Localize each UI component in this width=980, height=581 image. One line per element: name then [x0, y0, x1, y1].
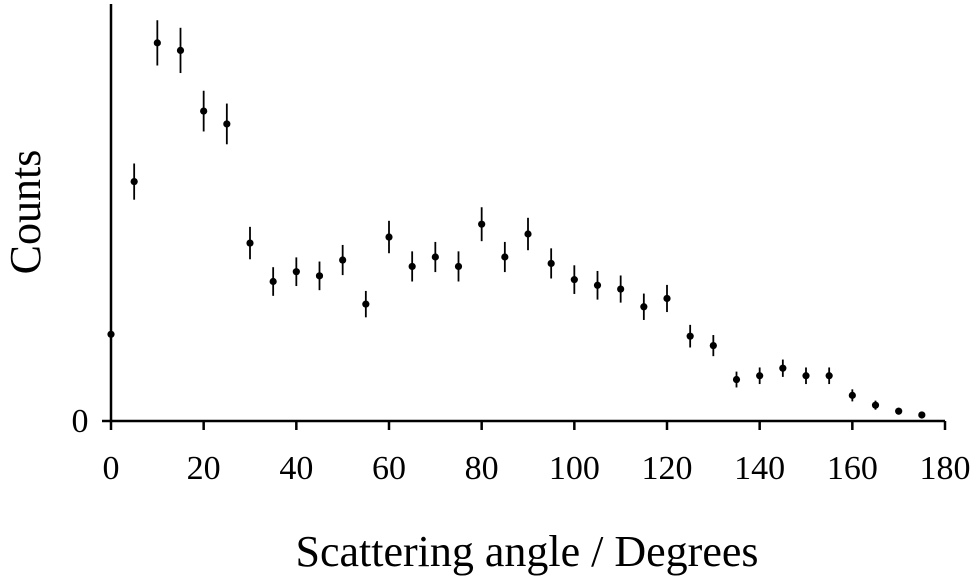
- x-axis-title: Scattering angle / Degrees: [295, 527, 758, 576]
- data-point: [107, 330, 115, 338]
- point-marker: [756, 372, 764, 380]
- data-point: [756, 367, 764, 385]
- y-axis-title: Counts: [1, 150, 50, 275]
- x-tick-label: 100: [549, 450, 600, 487]
- x-tick-label: 0: [103, 450, 120, 487]
- y-tick-label: 0: [72, 403, 89, 440]
- data-point: [848, 389, 856, 402]
- x-tick-label: 20: [187, 450, 221, 487]
- x-ticks: 0 20 40 60 80 100 120 140 160 180: [103, 421, 971, 487]
- point-marker: [107, 330, 115, 338]
- point-marker: [848, 391, 856, 399]
- data-point: [617, 275, 625, 303]
- x-tick-label: 180: [920, 450, 971, 487]
- point-marker: [223, 120, 231, 128]
- data-point: [385, 220, 393, 254]
- point-marker: [593, 281, 602, 289]
- point-marker: [547, 259, 555, 268]
- point-marker: [802, 372, 810, 380]
- point-marker: [431, 253, 439, 261]
- data-points: [107, 20, 926, 419]
- point-marker: [362, 300, 370, 308]
- data-point: [200, 90, 208, 132]
- data-point: [339, 244, 347, 276]
- y-ticks: 0: [72, 403, 111, 440]
- data-point: [547, 248, 555, 279]
- point-marker: [339, 256, 347, 264]
- point-marker: [779, 364, 787, 372]
- point-marker: [478, 220, 486, 228]
- point-marker: [686, 332, 694, 340]
- point-marker: [732, 375, 741, 384]
- data-point: [269, 267, 277, 296]
- data-point: [825, 367, 833, 385]
- point-marker: [524, 230, 532, 238]
- point-marker: [315, 272, 324, 280]
- data-point: [454, 251, 463, 282]
- x-tick-label: 40: [279, 450, 313, 487]
- data-point: [732, 371, 741, 388]
- point-marker: [895, 407, 903, 415]
- data-point: [918, 411, 926, 419]
- data-point: [802, 367, 810, 385]
- point-marker: [385, 233, 393, 241]
- point-marker: [709, 342, 717, 350]
- point-marker: [501, 253, 509, 261]
- data-point: [478, 207, 486, 242]
- point-marker: [663, 294, 671, 303]
- data-point: [130, 163, 138, 200]
- axes: [109, 4, 945, 423]
- data-point: [570, 265, 578, 294]
- x-tick-label: 120: [642, 450, 693, 487]
- point-marker: [570, 276, 578, 284]
- data-point: [292, 257, 300, 287]
- data-point: [524, 217, 532, 251]
- point-marker: [408, 262, 416, 271]
- point-marker: [918, 411, 926, 419]
- point-marker: [153, 39, 161, 47]
- point-marker: [246, 239, 254, 247]
- data-point: [663, 284, 671, 313]
- point-marker: [617, 285, 625, 293]
- x-tick-label: 160: [827, 450, 878, 487]
- data-point: [246, 226, 254, 260]
- data-point: [640, 293, 648, 320]
- data-point: [779, 359, 787, 377]
- point-marker: [871, 401, 880, 409]
- data-point: [153, 20, 161, 66]
- data-point: [895, 407, 903, 415]
- x-tick-label: 140: [734, 450, 785, 487]
- x-tick-label: 80: [465, 450, 499, 487]
- point-marker: [269, 277, 277, 286]
- data-point: [501, 241, 509, 273]
- data-point: [315, 261, 324, 291]
- data-point: [408, 251, 416, 282]
- point-marker: [640, 303, 648, 311]
- data-point: [709, 335, 717, 357]
- data-point: [223, 103, 231, 145]
- point-marker: [825, 372, 833, 380]
- data-point: [686, 324, 694, 348]
- point-marker: [176, 46, 185, 55]
- point-marker: [292, 268, 300, 276]
- data-point: [593, 270, 602, 300]
- point-marker: [130, 178, 138, 186]
- data-point: [362, 290, 370, 318]
- data-point: [871, 400, 880, 410]
- data-point: [176, 27, 185, 74]
- x-tick-label: 60: [372, 450, 406, 487]
- data-point: [431, 241, 439, 273]
- point-marker: [200, 107, 208, 115]
- point-marker: [454, 262, 463, 271]
